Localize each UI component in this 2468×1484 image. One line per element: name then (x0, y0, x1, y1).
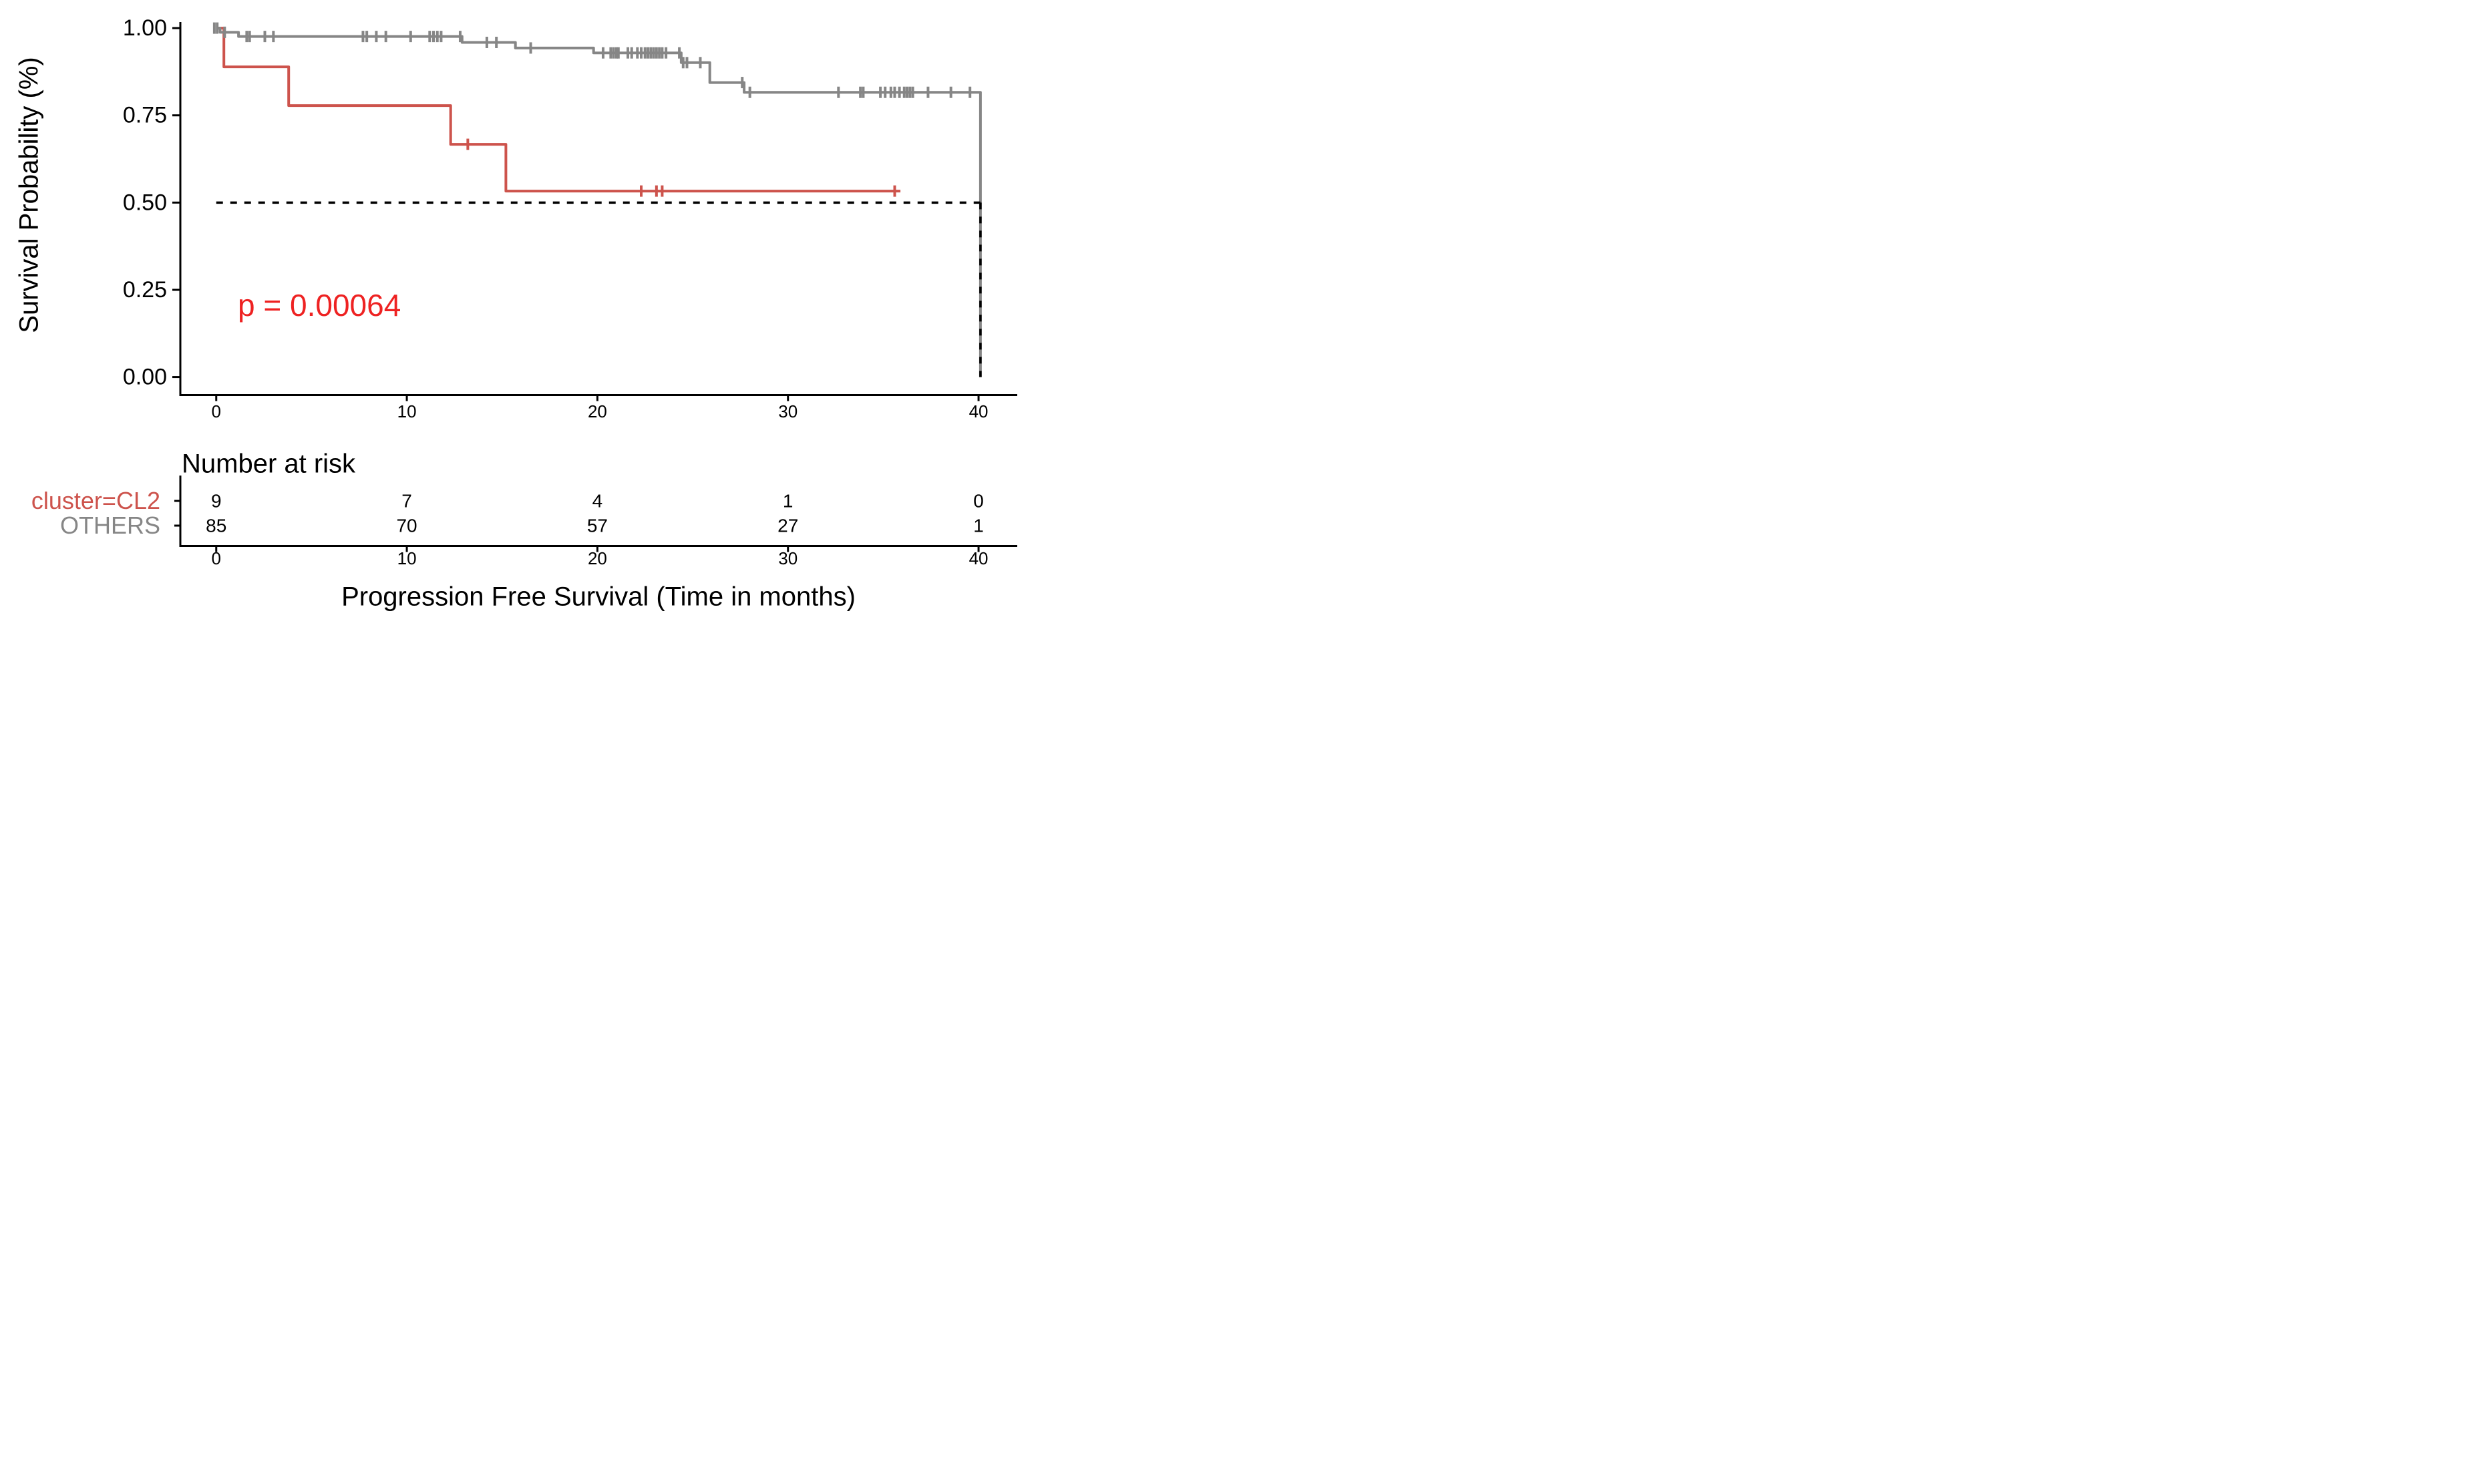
risk-value: 7 (401, 491, 412, 512)
y-axis-tick-label: 0.25 (123, 277, 167, 303)
risk-value: 4 (592, 491, 603, 512)
chart-canvas: 0 10 20 30 401.000.750.500.250.00 9 7 4 1 085 70 5… (123, 15, 1017, 568)
risk-value: 57 (587, 516, 608, 536)
risk-value: 70 (396, 516, 417, 536)
risk-value: 9 (211, 491, 222, 512)
risk-value: 1 (783, 491, 794, 512)
censor-marks-layer (212, 22, 972, 197)
x-axis-tick-label: 10 (397, 401, 417, 421)
x-axis-tick-label: 20 (588, 401, 607, 421)
x-axis-tick-label: 30 (778, 401, 798, 421)
x-axis-tick-label: 0 (212, 401, 221, 421)
risk-value: 0 (973, 491, 984, 512)
y-axis-title: Survival Probability (%) (14, 57, 44, 333)
risk-value: 85 (206, 516, 226, 536)
risk-table-tick-label: 0 (212, 548, 221, 568)
risk-table-tick-label: 30 (778, 548, 798, 568)
risk-row-label-cluster-cl2: cluster=CL2 (31, 487, 160, 514)
x-axis-tick-label: 40 (969, 401, 989, 421)
risk-value: 27 (777, 516, 798, 536)
km-curve-others (216, 27, 982, 377)
risk-table-tick-label: 10 (397, 548, 417, 568)
main-tick-labels-layer: 0 10 20 30 40 1.00 0.75 0.50 0.25 0.00 (123, 15, 989, 421)
y-axis-tick-label: 0.00 (123, 365, 167, 390)
survival-curves-layer (216, 27, 982, 377)
median-reference-layer (216, 201, 982, 377)
y-axis-tick-label: 0.75 (123, 103, 167, 128)
risk-table-tick-label: 40 (969, 548, 989, 568)
risk-value: 1 (973, 516, 984, 536)
risk-table-layer: 9 7 4 1 085 70 57 27 10 10 20 30 40 (174, 476, 1017, 568)
risk-row-label-others: OTHERS (59, 512, 160, 539)
p-value-annotation: p = 0.00064 (238, 288, 401, 323)
risk-table-title: Number at risk (182, 449, 356, 479)
main-axes-layer (172, 22, 1017, 401)
km-curve-cluster-cl2 (216, 27, 901, 193)
x-axis-title: Progression Free Survival (Time in month… (341, 582, 856, 612)
y-axis-tick-label: 1.00 (123, 15, 167, 41)
y-axis-tick-label: 0.50 (123, 190, 167, 215)
risk-table-tick-label: 20 (588, 548, 607, 568)
km-plot-figure: 0 10 20 30 40 1.00 0.75 0.50 0.25 0.00 9 7 4 1 0 85 70 5… (0, 0, 1029, 618)
